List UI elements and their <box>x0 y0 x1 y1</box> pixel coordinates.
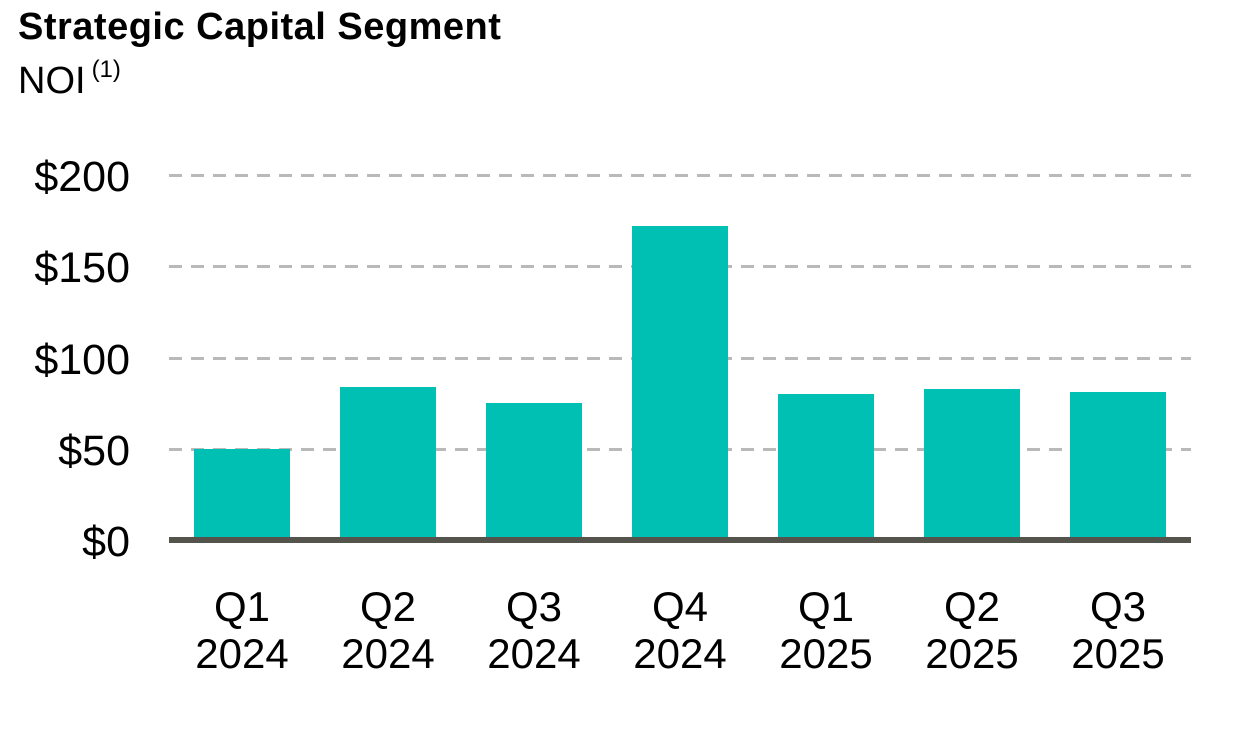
gridline-200 <box>169 174 1191 177</box>
x-axis-label-quarter: Q3 <box>505 583 563 630</box>
x-axis-label-year: 2024 <box>633 630 727 677</box>
x-axis-label-quarter: Q1 <box>213 583 271 630</box>
x-axis-label-quarter: Q2 <box>943 583 1001 630</box>
x-axis-label-q2-2025: Q2 2025 <box>899 583 1045 677</box>
x-axis-label-year: 2024 <box>195 630 289 677</box>
x-axis-label-q1-2024: Q1 2024 <box>169 583 315 677</box>
bar-q1-2024 <box>194 448 290 540</box>
bar-q4-2024 <box>632 226 728 540</box>
chart-subtitle: NOI (1) <box>18 56 121 103</box>
x-axis-label-year: 2025 <box>779 630 873 677</box>
x-axis-label-q4-2024: Q4 2024 <box>607 583 753 677</box>
bar-q2-2025 <box>924 388 1020 540</box>
bar-q2-2024 <box>340 386 436 540</box>
x-axis-label-q3-2025: Q3 2025 <box>1045 583 1191 677</box>
x-axis-label-quarter: Q3 <box>1089 583 1147 630</box>
x-axis-label-q3-2024: Q3 2024 <box>461 583 607 677</box>
bar-q3-2025 <box>1070 392 1166 540</box>
y-axis-tick-label: $100 <box>34 335 130 384</box>
x-axis-label-q2-2024: Q2 2024 <box>315 583 461 677</box>
chart-subtitle-text: NOI <box>18 60 86 102</box>
x-axis-label-year: 2024 <box>341 630 435 677</box>
y-axis-tick-label: $200 <box>34 153 130 201</box>
y-axis-tick-label: $0 <box>82 518 130 566</box>
x-axis-label-year: 2025 <box>1071 630 1165 677</box>
bar-q1-2025 <box>778 394 874 540</box>
y-axis-tick-label: $50 <box>58 426 130 475</box>
x-axis-label-quarter: Q4 <box>651 583 709 630</box>
footnote-marker: (1) <box>91 56 121 83</box>
bar-q3-2024 <box>486 403 582 540</box>
x-axis-label-year: 2024 <box>487 630 581 677</box>
x-axis-line <box>169 537 1191 543</box>
x-axis-label-quarter: Q2 <box>359 583 417 630</box>
x-axis-label-q1-2025: Q1 2025 <box>753 583 899 677</box>
x-axis-label-quarter: Q1 <box>797 583 855 630</box>
x-axis-label-year: 2025 <box>925 630 1019 677</box>
chart-title: Strategic Capital Segment <box>18 6 502 48</box>
y-axis-tick-label: $150 <box>34 244 130 293</box>
